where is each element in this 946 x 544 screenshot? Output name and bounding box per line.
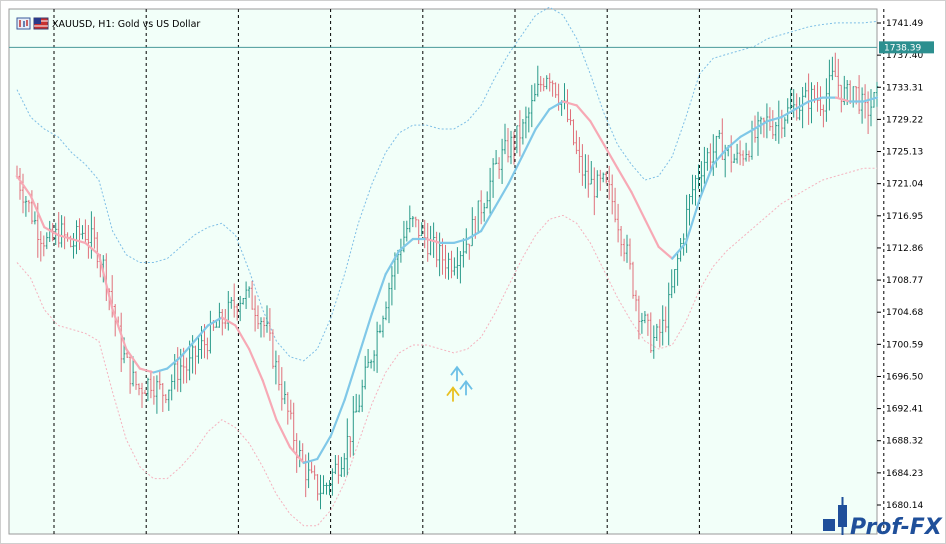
- ma-segment: [480, 206, 496, 233]
- ma-segment: [630, 190, 647, 221]
- price-tick-label: 1704.68: [886, 308, 923, 318]
- chart-type-icon[interactable]: [16, 17, 31, 30]
- ma-segment: [179, 340, 196, 358]
- ma-segment: [766, 116, 783, 123]
- ma-segment: [561, 100, 578, 107]
- ma-segment: [43, 226, 60, 237]
- ma-segment: [671, 241, 688, 260]
- ma-segment: [248, 347, 264, 382]
- ma-segment: [125, 347, 141, 370]
- ma-segment: [56, 233, 73, 241]
- ma-segment: [261, 379, 278, 421]
- ma-segment: [152, 367, 169, 374]
- ma-segment: [207, 316, 223, 327]
- price-tick-label: 1696.50: [886, 372, 923, 382]
- yellow-up-arrow-icon: [446, 386, 460, 402]
- ma-segment: [752, 119, 769, 131]
- chart-title-bar: XAUUSD, H1: Gold vs US Dollar: [16, 17, 200, 30]
- blue-up-arrow-icon: [459, 379, 473, 396]
- ma-segment: [520, 127, 537, 158]
- ma-segment: [589, 119, 606, 146]
- ma-segment: [220, 316, 237, 327]
- ma-segment: [807, 96, 824, 103]
- ma-segment: [684, 198, 701, 244]
- upper-band-line: [16, 6, 878, 362]
- ma-segment: [698, 163, 715, 201]
- ma-segment: [234, 324, 251, 351]
- ma-segment: [602, 143, 619, 170]
- ma-segment: [316, 434, 333, 461]
- arrow-head: [446, 386, 460, 397]
- price-tick-label: 1700.59: [886, 340, 923, 350]
- prof-fx-logo: Prof-FX: [823, 497, 943, 540]
- price-tick-label: 1716.95: [886, 212, 923, 222]
- ma-segment: [275, 418, 292, 449]
- ma-segment: [575, 104, 592, 123]
- lower-band-line: [16, 167, 877, 527]
- price-tick-label: 1692.41: [886, 405, 923, 415]
- ma-segment: [534, 108, 551, 131]
- ma-segment: [70, 237, 87, 244]
- ma-segment: [834, 96, 851, 103]
- price-tick-label: 1729.22: [886, 115, 923, 125]
- price-tick-label: 1737.40: [886, 51, 923, 61]
- ma-segment: [466, 230, 483, 241]
- ma-segment: [384, 249, 401, 276]
- signal-arrows: [446, 365, 473, 402]
- envelope-bands: [16, 6, 878, 527]
- ma-segment: [493, 182, 510, 209]
- ma-segment: [15, 175, 32, 197]
- ma-segment: [712, 147, 728, 166]
- symbol-flag-icon[interactable]: [33, 17, 49, 30]
- current-price-label: 1738.39: [884, 43, 921, 53]
- ma-segment: [780, 108, 797, 119]
- price-axis: 1741.49 1737.40 1733.31 1729.22 1725.13 1721.…: [877, 19, 923, 511]
- ma-segment: [793, 100, 810, 111]
- watermark-text: Prof-FX: [850, 515, 943, 540]
- ma-segment: [111, 308, 128, 351]
- ma-segment: [329, 398, 346, 437]
- price-tick-label: 1741.49: [886, 19, 923, 29]
- ma-segment: [370, 273, 387, 315]
- price-tick-label: 1680.14: [886, 501, 923, 511]
- price-tick-label: 1684.23: [886, 469, 923, 479]
- ma-segment: [84, 241, 101, 256]
- price-tick-label: 1725.13: [886, 148, 923, 158]
- blue-up-arrow-icon: [450, 365, 464, 382]
- ma-segment: [507, 155, 524, 186]
- ma-segment: [643, 218, 660, 248]
- ma-segment: [138, 367, 155, 374]
- price-tick-label: 1733.31: [886, 83, 923, 93]
- ma-segment: [398, 237, 414, 252]
- ma-segment: [343, 355, 360, 402]
- ma-segment: [739, 127, 756, 138]
- ma-segment: [288, 446, 305, 464]
- price-tick-label: 1721.04: [886, 180, 923, 190]
- ma-segment: [425, 237, 442, 244]
- moving-average-line: [15, 96, 879, 464]
- arrow-head: [450, 365, 464, 376]
- ma-segment: [193, 324, 210, 343]
- ma-segment: [97, 253, 114, 311]
- price-tick-label: 1708.77: [886, 276, 923, 286]
- ma-segment: [357, 312, 373, 358]
- ma-segment: [657, 245, 674, 260]
- price-tick-label: 1712.86: [886, 244, 923, 254]
- ma-segment: [725, 135, 742, 150]
- chart-symbol-title: XAUUSD, H1: Gold vs US Dollar: [52, 19, 200, 30]
- ma-segment: [862, 96, 879, 103]
- current-price-tag: 1738.39: [879, 41, 934, 54]
- ma-segment: [616, 167, 633, 193]
- ma-segment: [302, 457, 319, 464]
- ma-segment: [166, 355, 182, 370]
- ma-segment: [548, 100, 565, 111]
- price-tick-label: 1688.32: [886, 437, 923, 447]
- ma-segment: [452, 237, 469, 244]
- arrow-head: [459, 379, 473, 390]
- ma-segment: [29, 194, 46, 229]
